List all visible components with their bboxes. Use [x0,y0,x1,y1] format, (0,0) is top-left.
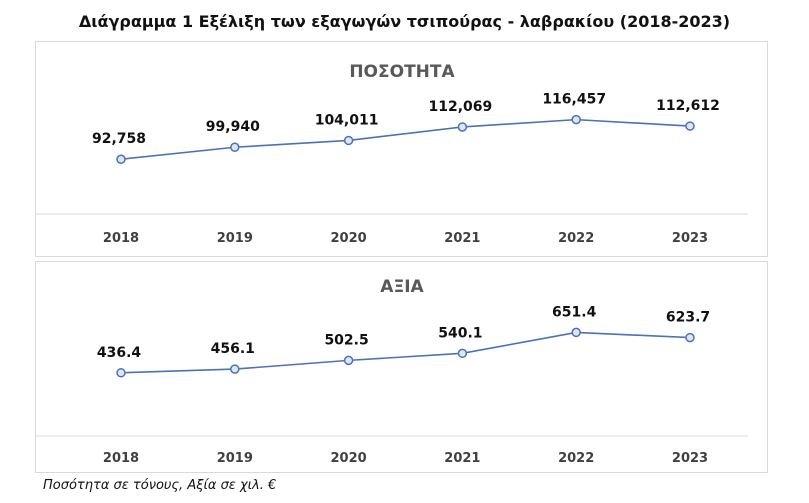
quantity-data-label: 116,457 [542,92,606,108]
quantity-chart: ΠΟΣΟΤΗΤΑ 92,758 2018 99,940 2019 104,011 2020 1… [36,62,748,246]
value-data-label: 651.4 [552,304,597,320]
quantity-data-label: 112,612 [656,98,720,114]
quantity-chart-title: ΠΟΣΟΤΗΤΑ [349,62,455,82]
value-data-label: 623.7 [666,310,710,326]
quantity-data-point [685,121,695,131]
quantity-x-tick-label: 2018 [103,231,139,246]
value-x-tick-label: 2023 [672,451,708,466]
value-data-point [457,348,468,359]
value-x-tick-label: 2022 [558,451,594,466]
value-data-point [230,364,240,374]
footnote: Ποσότητα σε τόνους, Αξία σε χιλ. € [43,478,277,493]
quantity-x-tick-label: 2019 [217,231,253,246]
quantity-data-point [571,114,581,125]
value-data-label: 436.4 [97,345,142,361]
value-data-point [343,355,354,366]
quantity-data-point [457,122,468,132]
value-x-tick-label: 2019 [217,451,253,466]
value-data-label: 456.1 [211,341,255,357]
value-x-tick-label: 2018 [103,451,139,466]
value-chart-title: ΑΞΙΑ [380,277,424,297]
quantity-x-tick-label: 2021 [444,231,480,246]
value-data-point [685,332,695,343]
quantity-data-point [116,154,126,164]
value-x-tick-label: 2020 [331,451,367,466]
quantity-data-label: 104,011 [315,112,379,128]
quantity-x-tick-label: 2022 [558,231,594,246]
quantity-data-point [230,142,240,152]
quantity-chart-panel: ΠΟΣΟΤΗΤΑ 92,758 2018 99,940 2019 104,011 2020 1… [35,41,768,257]
value-data-label: 502.5 [324,332,368,348]
quantity-data-label: 112,069 [429,99,493,115]
value-x-tick-label: 2021 [444,451,480,466]
page-title: Διάγραμμα 1 Εξέλιξη των εξαγωγών τσιπούρ… [78,12,731,31]
value-data-label: 540.1 [438,325,482,341]
quantity-series-line [120,118,691,161]
value-data-point [571,327,581,338]
quantity-x-tick-label: 2023 [672,231,708,246]
quantity-x-tick-label: 2020 [331,231,367,246]
quantity-data-point [343,135,354,146]
value-chart: ΑΞΙΑ 436.4 2018 456.1 2019 502.5 2020 540.1 2021… [36,277,748,466]
quantity-data-label: 92,758 [92,131,146,147]
value-data-point [116,368,126,378]
quantity-data-label: 99,940 [206,119,260,135]
value-series-line [120,331,691,374]
value-chart-panel: ΑΞΙΑ 436.4 2018 456.1 2019 502.5 2020 540.1 2021… [35,261,768,473]
